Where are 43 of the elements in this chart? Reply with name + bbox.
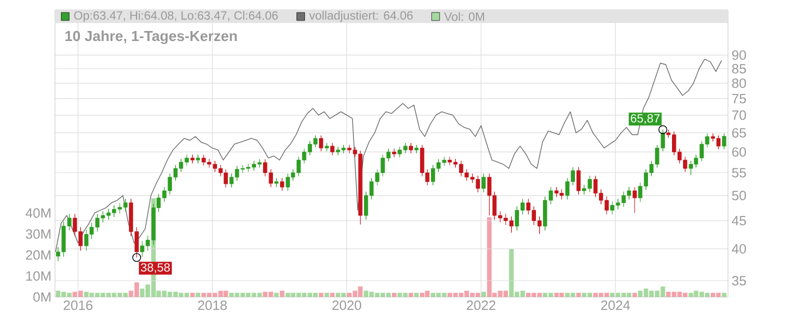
candlestick [280,178,284,192]
candlestick [576,166,581,195]
y-tick-label: 65 [732,128,746,138]
x-tick-label: 2022 [466,300,496,310]
candlestick [392,148,396,158]
candlestick [414,144,419,154]
y-tick-label: 40 [732,244,746,254]
y-tick-label: 90 [732,50,746,60]
candlestick [274,178,278,188]
candlestick [408,142,413,154]
candlestick [319,135,324,152]
x-tick-label: 2024 [601,300,630,310]
candlestick [190,154,195,164]
y-tick-label: 60 [732,147,746,157]
legend-label: Op:63.47, Hi:64.08, Lo:63.47, Cl:64.06 [74,10,278,22]
x-tick-label: 2020 [332,300,362,310]
y-tick-label: 50 [732,190,746,200]
y-tick-label: 85 [732,64,746,74]
annotation: 38,58 [140,263,170,274]
y-tick-label: 80 [732,78,746,88]
candlestick [722,133,726,150]
y2-tick-label: 0M [33,292,50,302]
y2-tick-label: 40M [26,208,50,218]
y-tick-label: 55 [732,168,746,178]
y2-tick-label: 20M [26,250,50,260]
y2-tick-label: 10M [26,271,50,281]
candlestick [482,173,486,192]
y-tick-label: 45 [732,216,746,226]
candlestick [632,186,637,214]
x-tick-label: 2016 [64,300,92,310]
y-tick-label: 35 [732,276,746,286]
y2-tick-label: 30M [26,229,50,239]
text: 10 Jahre, 1-Tages-Kerzen [65,30,237,44]
y-tick-label: 75 [732,94,746,104]
x-tick-label: 2018 [198,300,227,310]
y-tick-label: 70 [732,110,746,120]
candlestick [324,142,329,152]
annotation: 65,87 [630,114,660,124]
candlestick [196,154,200,164]
legend-label: volladjustiert: 64.06 [309,10,413,22]
line-series [55,58,722,252]
candlestick [330,142,334,156]
legend-label: Vol: 0M [444,12,484,21]
